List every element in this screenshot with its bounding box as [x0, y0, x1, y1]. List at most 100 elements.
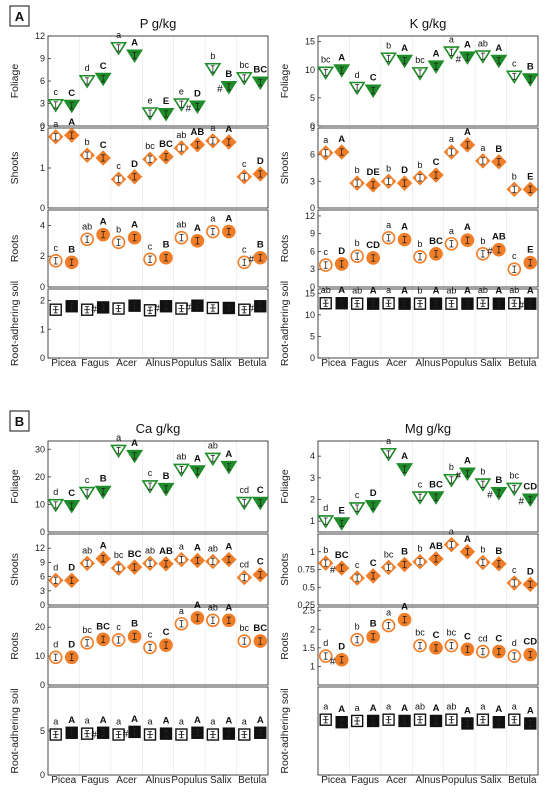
data-point	[94, 485, 112, 500]
significance-letter: cd	[478, 634, 488, 644]
y-tick-label: 6	[310, 246, 315, 256]
data-point	[252, 166, 268, 182]
y-tick-label: 30	[35, 444, 45, 454]
significance-letter: b	[210, 51, 215, 61]
y-tick-label: 1	[40, 324, 45, 334]
data-point	[128, 725, 141, 739]
significance-letter: A	[464, 127, 471, 138]
significance-letter: a	[386, 608, 391, 618]
y-tick-label: 4	[40, 220, 45, 230]
significance-letter: bc	[321, 55, 331, 65]
significance-letter: b	[480, 544, 485, 554]
data-point	[173, 140, 190, 156]
hash-mark: #	[186, 104, 192, 115]
data-point	[80, 727, 94, 740]
significance-letter: c	[116, 161, 121, 171]
significance-letter: ab	[321, 285, 331, 295]
data-point	[442, 46, 460, 60]
data-point	[318, 649, 333, 663]
significance-letter: a	[210, 214, 215, 224]
data-point	[381, 618, 396, 633]
data-point	[427, 60, 445, 74]
significance-letter: B	[131, 618, 138, 629]
panel-letter: A	[15, 9, 25, 24]
data-point	[238, 303, 251, 316]
significance-letter: A	[464, 286, 471, 297]
significance-letter: bc	[510, 471, 520, 481]
data-point	[128, 299, 141, 312]
y-tick-label: 20	[35, 472, 45, 482]
y-tick-label: 5	[40, 726, 45, 736]
category-label: Populus	[441, 358, 477, 369]
data-point	[80, 636, 94, 650]
data-point	[222, 224, 236, 239]
significance-letter: bc	[447, 628, 457, 638]
data-point	[506, 181, 522, 198]
significance-letter: A	[194, 543, 201, 554]
data-point	[48, 650, 63, 665]
row-label: Foliage	[279, 64, 291, 99]
subplot-title: Ca g/kg	[136, 421, 181, 436]
y-tick-label: 0	[310, 353, 315, 363]
significance-letter: ab	[352, 286, 362, 296]
y-tick-label: 6	[310, 150, 315, 160]
data-point	[65, 726, 78, 739]
data-point	[476, 713, 490, 726]
significance-letter: A	[464, 456, 471, 467]
data-point	[491, 556, 507, 572]
category-label: Picea	[51, 358, 76, 369]
significance-letter: ab	[82, 221, 92, 231]
y-tick-label: 2	[310, 495, 315, 505]
y-tick-label: 6	[40, 76, 45, 86]
y-tick-label: 5	[310, 331, 315, 341]
data-point	[492, 297, 506, 310]
data-point	[474, 50, 492, 64]
significance-letter: A	[433, 48, 440, 59]
row-label: Roots	[9, 235, 21, 262]
data-point	[524, 717, 537, 730]
data-point	[96, 227, 110, 242]
data-point	[334, 257, 349, 271]
significance-letter: C	[100, 140, 107, 151]
y-tick-label: 1	[310, 516, 315, 526]
data-point	[461, 717, 474, 730]
data-point	[65, 300, 78, 313]
category-label: Picea	[51, 775, 76, 786]
significance-letter: a	[147, 717, 152, 727]
data-point	[397, 612, 412, 627]
data-point	[64, 127, 80, 143]
y-tick-label: 6	[40, 572, 45, 582]
data-point	[413, 297, 427, 310]
significance-letter: d	[53, 487, 58, 497]
significance-letter: a	[53, 717, 58, 727]
y-tick-label: 10	[305, 65, 315, 75]
significance-letter: A	[433, 286, 440, 297]
plot-frame	[47, 606, 269, 686]
data-point	[507, 649, 522, 663]
significance-letter: b	[386, 163, 391, 173]
y-tick-label: 10	[35, 651, 45, 661]
data-point	[335, 716, 348, 729]
data-point	[382, 297, 395, 310]
significance-letter: b	[417, 544, 422, 554]
data-point	[524, 297, 537, 310]
data-point	[380, 559, 397, 576]
significance-letter: E	[163, 96, 169, 107]
significance-letter: bc	[240, 623, 250, 633]
data-point	[350, 297, 364, 310]
significance-letter: BC	[429, 479, 443, 490]
y-tick-label: 1	[310, 661, 315, 671]
data-point	[348, 502, 366, 516]
data-point	[79, 555, 95, 572]
significance-letter: b	[355, 238, 360, 248]
significance-letter: ab	[415, 702, 425, 712]
significance-letter: A	[370, 703, 377, 714]
significance-letter: a	[323, 135, 328, 145]
significance-letter: c	[242, 159, 247, 169]
data-point	[95, 150, 111, 166]
subplot-p-3: 0 1 2 Root-adhering soil # # # # Picea Fagus Acer A…	[9, 281, 269, 369]
data-point	[96, 726, 110, 739]
significance-letter: e	[147, 95, 152, 105]
data-point	[159, 250, 173, 265]
